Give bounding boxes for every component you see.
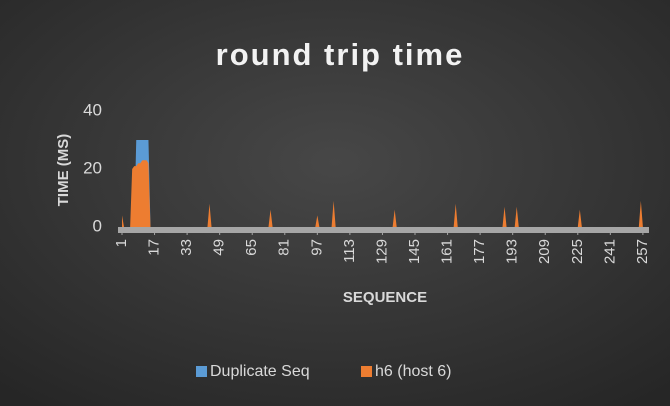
x-tick-label: 209 bbox=[536, 239, 553, 264]
chart-title: round trip time bbox=[216, 37, 465, 72]
x-tick-label: 225 bbox=[569, 239, 586, 264]
x-tick-label: 17 bbox=[146, 239, 163, 256]
legend-swatch bbox=[196, 366, 207, 377]
x-tick-label: 177 bbox=[471, 239, 488, 264]
x-tick-label: 65 bbox=[243, 239, 260, 256]
legend-label: Duplicate Seq bbox=[210, 363, 310, 380]
x-tick-label: 1 bbox=[113, 239, 130, 247]
axis-floor bbox=[118, 227, 649, 233]
x-tick-label: 241 bbox=[601, 239, 618, 264]
x-tick-label: 33 bbox=[178, 239, 195, 256]
x-tick-label: 113 bbox=[341, 239, 358, 263]
y-tick-label: 0 bbox=[93, 216, 102, 235]
x-tick-label: 145 bbox=[406, 239, 423, 264]
y-tick-label: 40 bbox=[83, 100, 102, 119]
y-tick-label: 20 bbox=[83, 158, 102, 177]
plot-area bbox=[118, 140, 649, 235]
x-tick-label: 257 bbox=[634, 239, 651, 264]
y-axis-label: TIME (MS) bbox=[55, 134, 72, 207]
x-tick-label: 129 bbox=[373, 239, 390, 264]
x-tick-label: 97 bbox=[308, 239, 325, 256]
x-tick-label: 81 bbox=[276, 239, 293, 256]
x-tick-label: 193 bbox=[504, 239, 521, 264]
legend-label: h6 (host 6) bbox=[375, 363, 451, 380]
x-axis-label: SEQUENCE bbox=[343, 289, 427, 306]
legend-swatch bbox=[361, 366, 372, 377]
x-tick-label: 49 bbox=[211, 239, 228, 256]
x-tick-label: 161 bbox=[439, 239, 456, 264]
legend: Duplicate Seq h6 (host 6) bbox=[196, 363, 451, 380]
